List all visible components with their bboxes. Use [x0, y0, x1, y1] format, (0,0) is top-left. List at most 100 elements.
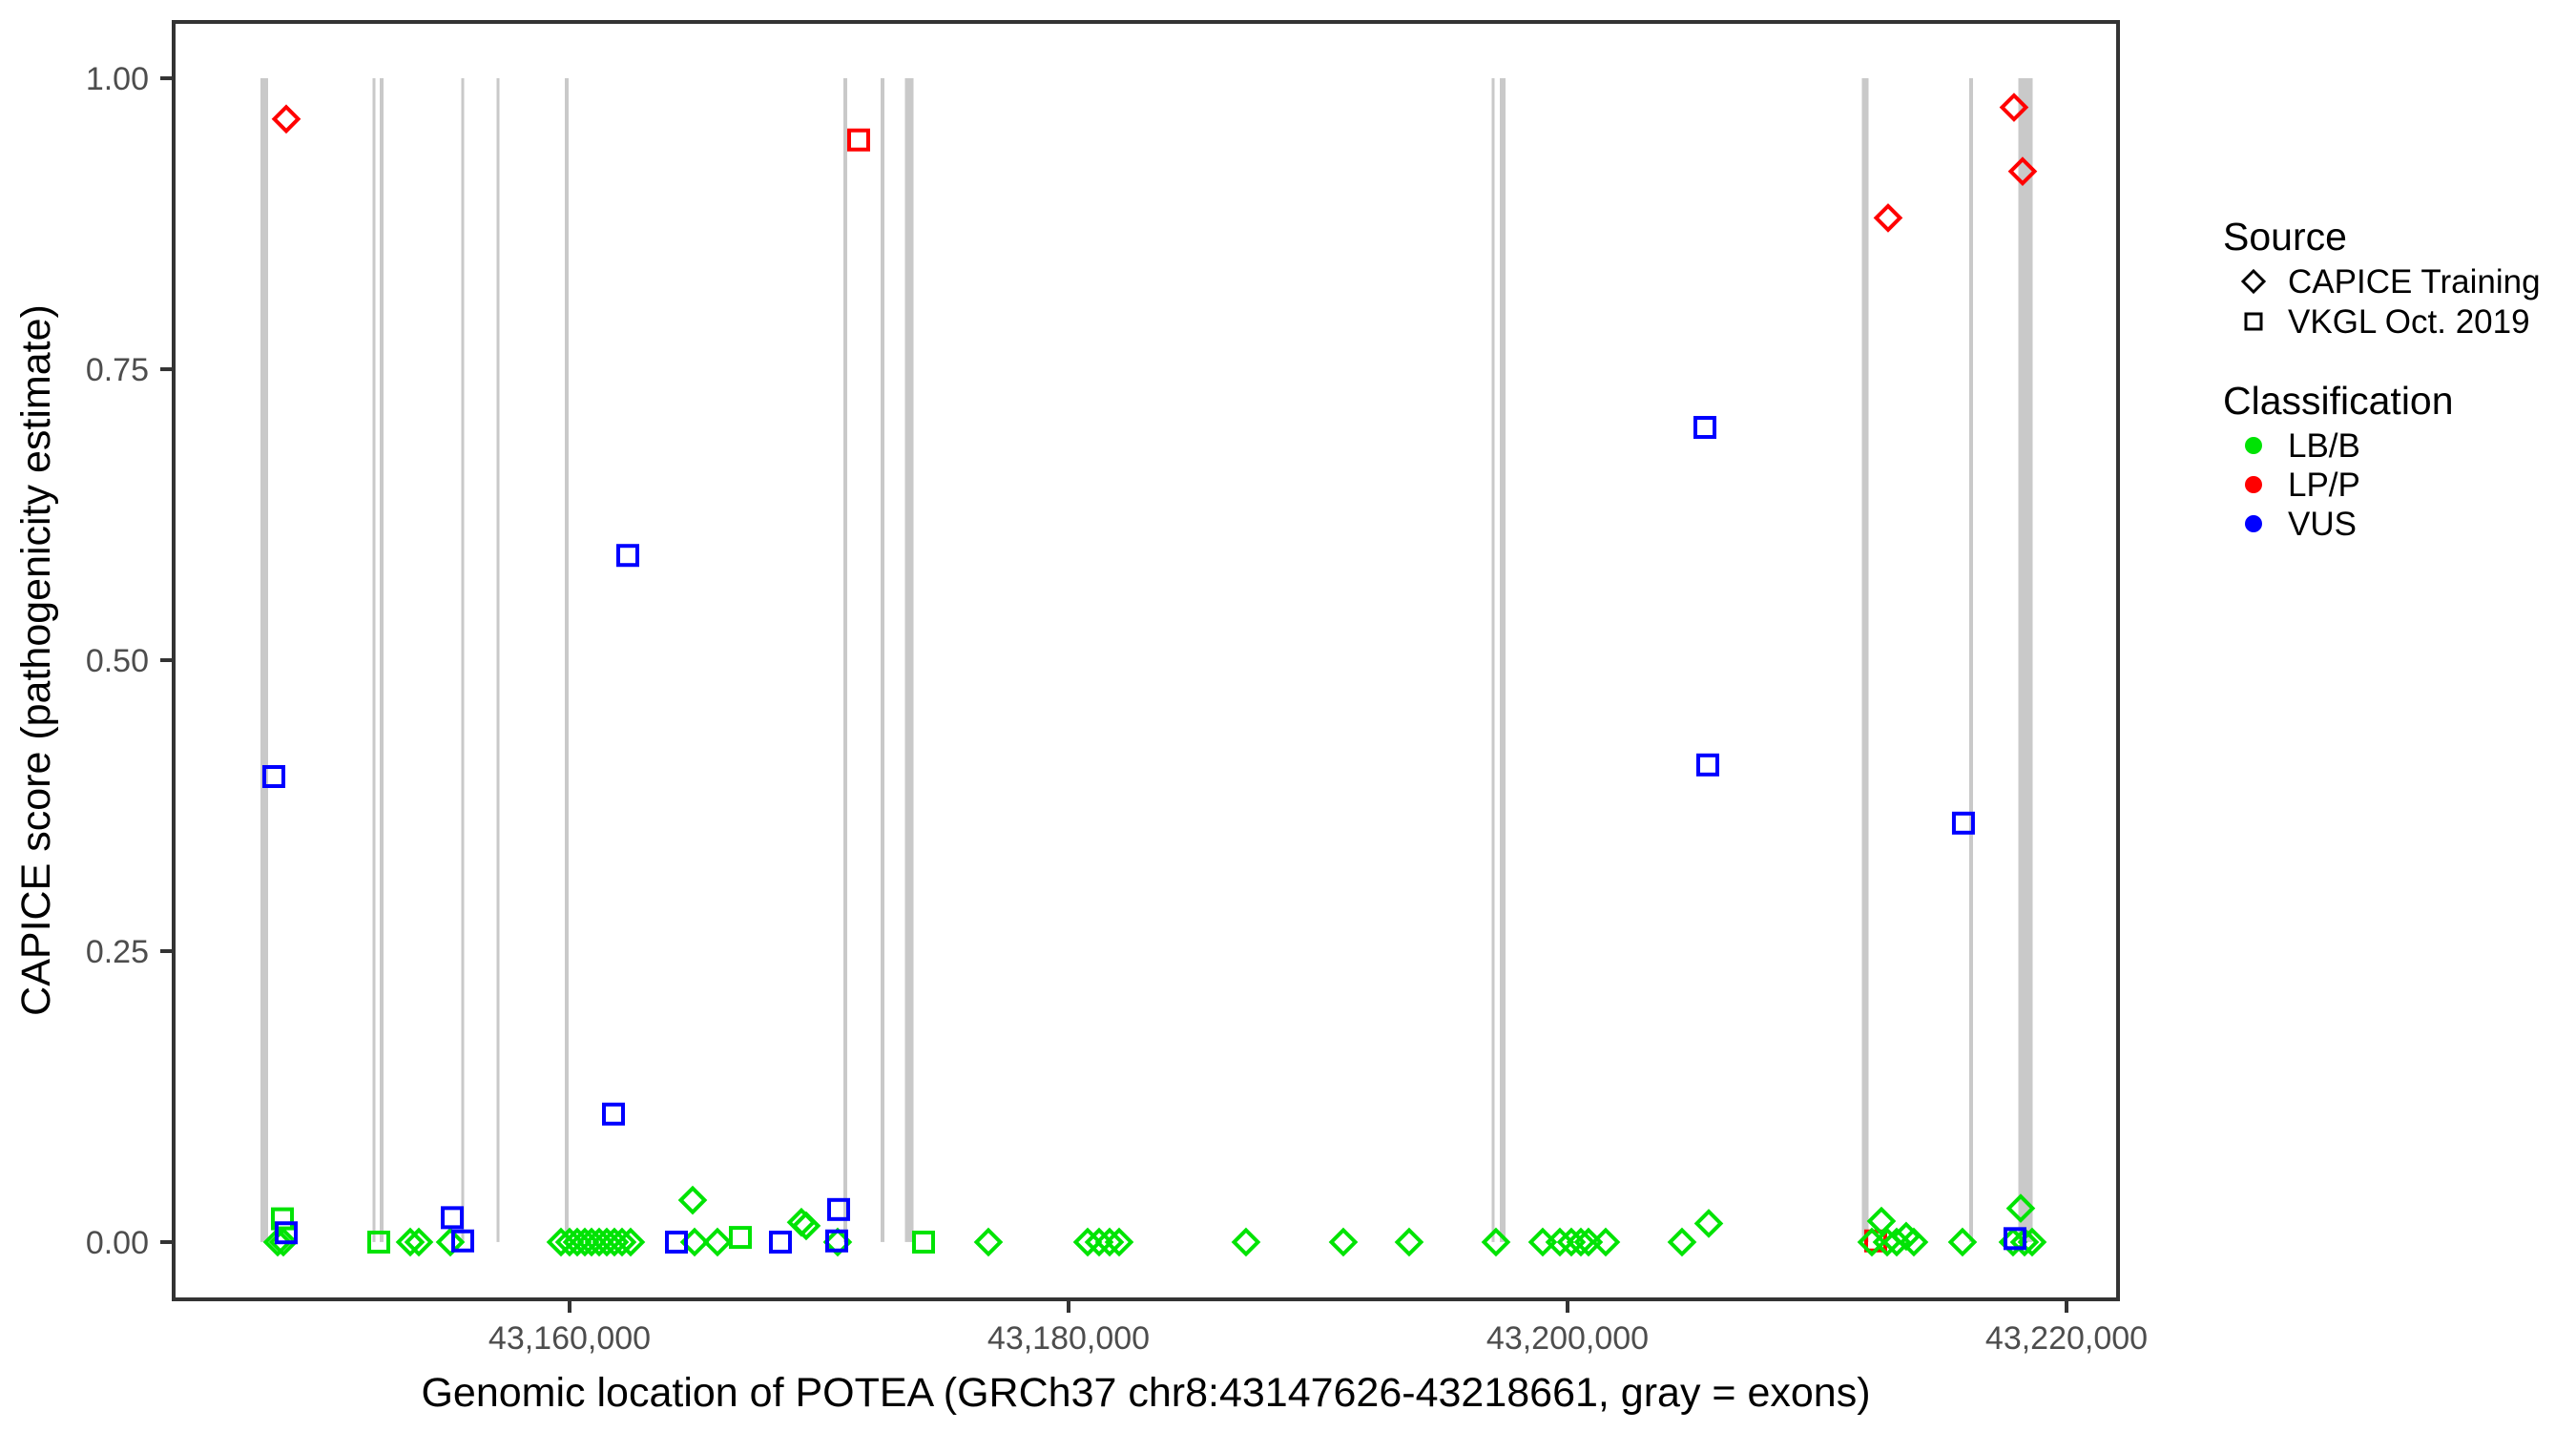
- data-point-diamond: [1947, 1227, 1978, 1257]
- data-point-square: [768, 1230, 792, 1254]
- data-point-diamond: [2005, 1193, 2036, 1223]
- data-point-square: [827, 1197, 851, 1221]
- data-point-diamond: [1590, 1227, 1621, 1257]
- data-point-square: [847, 128, 871, 152]
- data-point-diamond: [973, 1227, 1004, 1257]
- data-point-diamond: [615, 1227, 646, 1257]
- data-point-square: [1693, 416, 1716, 440]
- y-tick-label: 0.00: [86, 1225, 149, 1261]
- legend-classification-title: Classification: [2223, 379, 2454, 423]
- data-point-diamond: [2009, 1227, 2040, 1257]
- legend-item-capice-training: CAPICE Training: [2240, 263, 2541, 301]
- data-point-diamond: [262, 1227, 293, 1257]
- data-point-diamond: [435, 1227, 466, 1257]
- plot-panel: [174, 22, 2118, 1299]
- data-point-square: [665, 1230, 689, 1254]
- points-layer: [262, 93, 2047, 1257]
- lbb-dot-icon: [2245, 437, 2262, 454]
- data-point-diamond: [1072, 1227, 1103, 1257]
- legend-item-vus: VUS: [2245, 506, 2357, 543]
- data-point-diamond: [1866, 1206, 1897, 1236]
- data-point-diamond: [1084, 1227, 1114, 1257]
- legend-item-vkgl: VKGL Oct. 2019: [2244, 303, 2530, 341]
- exon-bar: [380, 78, 384, 1242]
- square-icon: [2244, 312, 2263, 331]
- exon-bar: [372, 78, 376, 1242]
- y-tick-label: 0.50: [86, 643, 149, 679]
- y-tick-label: 1.00: [86, 61, 149, 97]
- exon-bar: [1861, 78, 1869, 1242]
- data-point-diamond: [677, 1185, 708, 1215]
- data-point-square: [728, 1226, 752, 1250]
- exon-bar: [1500, 78, 1506, 1242]
- data-point-diamond: [1899, 1227, 1929, 1257]
- data-point-square: [911, 1230, 935, 1254]
- exon-bar: [904, 78, 914, 1242]
- data-point-square: [367, 1230, 391, 1254]
- vus-dot-icon: [2245, 515, 2262, 532]
- legend-item-label: CAPICE Training: [2288, 263, 2541, 301]
- exon-bar: [461, 78, 465, 1242]
- data-point-diamond: [1394, 1227, 1424, 1257]
- exon-bar: [2018, 78, 2033, 1242]
- legend-item-label: LP/P: [2288, 467, 2360, 504]
- x-tick-label: 43,180,000: [987, 1320, 1150, 1357]
- data-point-square: [262, 765, 286, 789]
- exon-bar: [260, 78, 268, 1242]
- y-tick-label: 0.75: [86, 352, 149, 388]
- data-point-square: [616, 544, 640, 568]
- legend-source-title: Source: [2223, 215, 2347, 259]
- data-point-diamond: [1566, 1227, 1596, 1257]
- data-point-square: [824, 1229, 848, 1253]
- x-tick-label: 43,200,000: [1486, 1320, 1649, 1357]
- y-tick-label: 0.25: [86, 934, 149, 970]
- data-point-diamond: [2007, 156, 2038, 186]
- data-point-diamond: [1999, 93, 2029, 122]
- data-point-square: [271, 1207, 295, 1231]
- legend-item-lbb: LB/B: [2245, 427, 2360, 465]
- data-point-square: [1695, 753, 1719, 777]
- data-point-square: [601, 1102, 625, 1126]
- data-point-diamond: [1545, 1227, 1575, 1257]
- data-point-diamond: [1094, 1227, 1125, 1257]
- exon-bar: [496, 78, 500, 1242]
- data-point-diamond: [702, 1227, 733, 1257]
- legend-item-label: LB/B: [2288, 427, 2360, 465]
- legend-item-label: VKGL Oct. 2019: [2288, 303, 2530, 341]
- data-point-square: [275, 1221, 299, 1245]
- axes-layer: 43,160,000 43,180,000 43,200,000 43,220,000…: [86, 61, 2148, 1357]
- data-point-diamond: [1873, 203, 1903, 233]
- legend-item-label: VUS: [2288, 506, 2357, 543]
- data-point-square: [451, 1229, 474, 1253]
- data-point-diamond: [1693, 1209, 1724, 1238]
- x-tick-label: 43,220,000: [1985, 1320, 2148, 1357]
- legend-item-lpp: LP/P: [2245, 467, 2360, 504]
- data-point-diamond: [395, 1227, 426, 1257]
- data-point-diamond: [404, 1227, 434, 1257]
- data-point-diamond: [271, 104, 301, 135]
- exon-bar: [881, 78, 884, 1242]
- data-point-diamond: [791, 1211, 821, 1241]
- data-point-square: [441, 1206, 465, 1230]
- data-point-diamond: [1667, 1227, 1697, 1257]
- data-point-diamond: [607, 1227, 637, 1257]
- x-axis-title: Genomic location of POTEA (GRCh37 chr8:4…: [421, 1370, 1870, 1416]
- exon-bar: [1969, 78, 1973, 1242]
- data-point-diamond: [1104, 1227, 1134, 1257]
- diamond-icon: [2240, 268, 2267, 295]
- exon-bar: [843, 78, 847, 1242]
- data-point-diamond: [1481, 1227, 1511, 1257]
- exon-bar: [565, 78, 569, 1242]
- data-point-diamond: [1231, 1227, 1261, 1257]
- legend: Source CAPICE Training VKGL Oct. 2019 Cl…: [2223, 215, 2541, 543]
- data-point-diamond: [1328, 1227, 1359, 1257]
- data-point-square: [2003, 1227, 2026, 1251]
- x-tick-label: 43,160,000: [488, 1320, 651, 1357]
- exon-bar: [1491, 78, 1495, 1242]
- lpp-dot-icon: [2245, 476, 2262, 493]
- exon-bars-layer: [260, 78, 2033, 1242]
- data-point-square: [1951, 811, 1975, 835]
- y-axis-title: CAPICE score (pathogenicity estimate): [13, 304, 59, 1016]
